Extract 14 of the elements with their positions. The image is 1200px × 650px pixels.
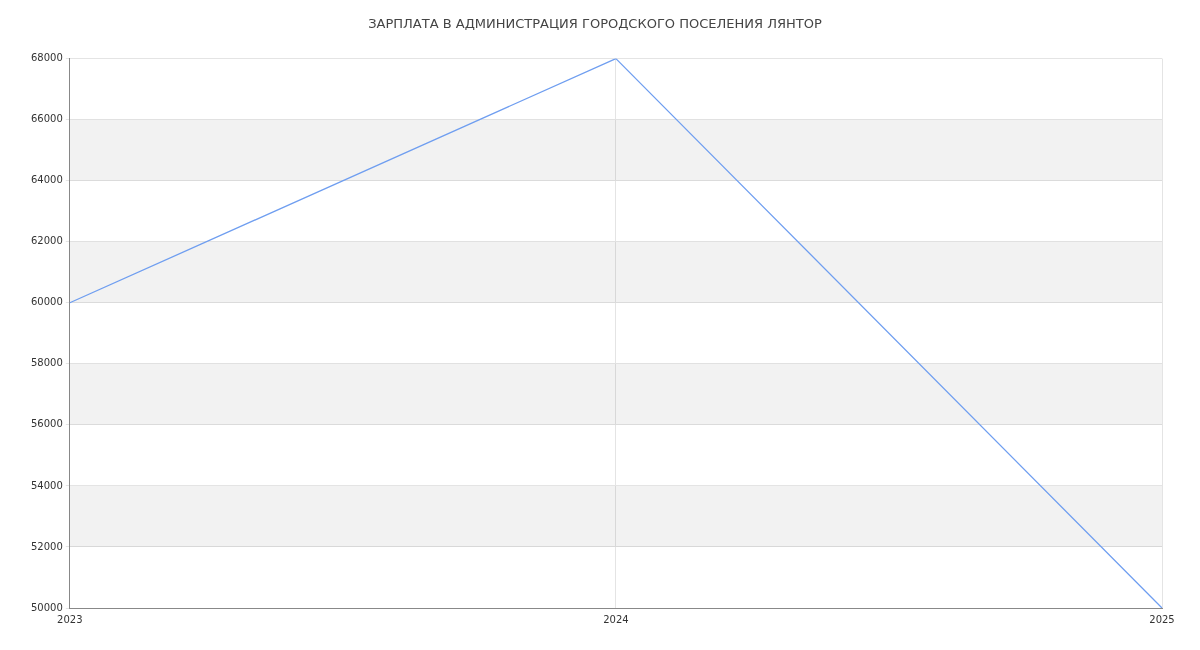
y-tick-label: 60000 [31,296,63,308]
y-tick-label: 58000 [31,357,63,369]
y-tick-label: 54000 [31,479,63,491]
y-tick-label: 68000 [31,52,63,64]
y-tick-label: 62000 [31,235,63,247]
y-tick-label: 66000 [31,113,63,125]
x-tick-label: 2024 [603,613,629,625]
x-tick-label: 2025 [1149,613,1175,625]
chart-title: ЗАРПЛАТА В АДМИНИСТРАЦИЯ ГОРОДСКОГО ПОСЕЛЕНИЯ ЛЯНТОР [368,16,822,32]
y-tick-label: 56000 [31,418,63,430]
x-tick-label: 2023 [57,613,83,625]
y-tick-label: 64000 [31,174,63,186]
y-tick-label: 50000 [31,601,63,613]
y-tick-label: 52000 [31,540,63,552]
